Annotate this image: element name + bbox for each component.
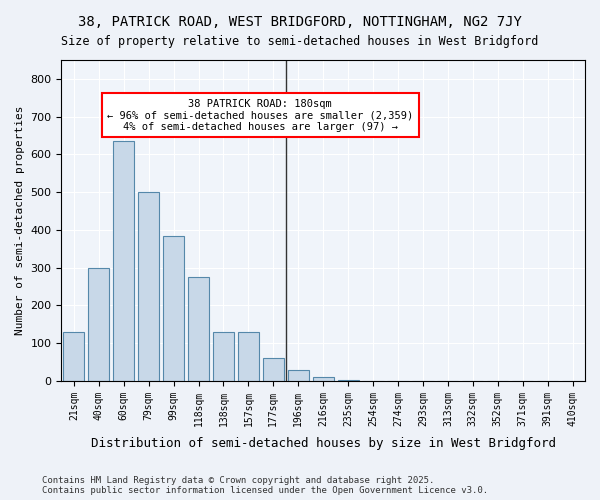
Text: 38, PATRICK ROAD, WEST BRIDGFORD, NOTTINGHAM, NG2 7JY: 38, PATRICK ROAD, WEST BRIDGFORD, NOTTIN…	[78, 15, 522, 29]
Text: 38 PATRICK ROAD: 180sqm
← 96% of semi-detached houses are smaller (2,359)
4% of : 38 PATRICK ROAD: 180sqm ← 96% of semi-de…	[107, 98, 413, 132]
Bar	[188, 277, 209, 381]
Bar	[163, 236, 184, 381]
Text: Contains HM Land Registry data © Crown copyright and database right 2025.
Contai: Contains HM Land Registry data © Crown c…	[42, 476, 488, 495]
Bar	[313, 377, 334, 381]
Bar	[63, 332, 85, 381]
Bar	[88, 268, 109, 381]
Bar	[263, 358, 284, 381]
Bar	[213, 332, 234, 381]
Text: Size of property relative to semi-detached houses in West Bridgford: Size of property relative to semi-detach…	[61, 35, 539, 48]
Y-axis label: Number of semi-detached properties: Number of semi-detached properties	[15, 106, 25, 335]
Bar	[238, 332, 259, 381]
Bar	[138, 192, 159, 381]
Bar	[338, 380, 359, 381]
Bar	[287, 370, 309, 381]
Bar	[113, 141, 134, 381]
X-axis label: Distribution of semi-detached houses by size in West Bridgford: Distribution of semi-detached houses by …	[91, 437, 556, 450]
